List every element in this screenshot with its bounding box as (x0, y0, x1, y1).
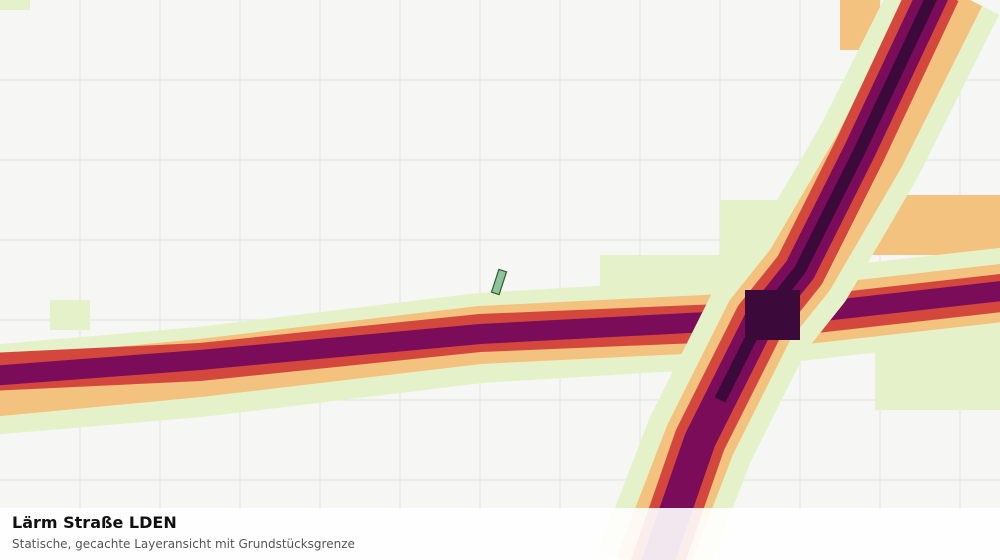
caption: Lärm Straße LDEN Statische, gecachte Lay… (0, 508, 1000, 560)
noise-road-horizontal (0, 247, 1000, 435)
parcel-boundary (490, 268, 508, 296)
layer-title: Lärm Straße LDEN (12, 513, 177, 532)
layer-subtitle: Statische, gecachte Layeransicht mit Gru… (12, 537, 355, 551)
intersection (745, 290, 800, 340)
